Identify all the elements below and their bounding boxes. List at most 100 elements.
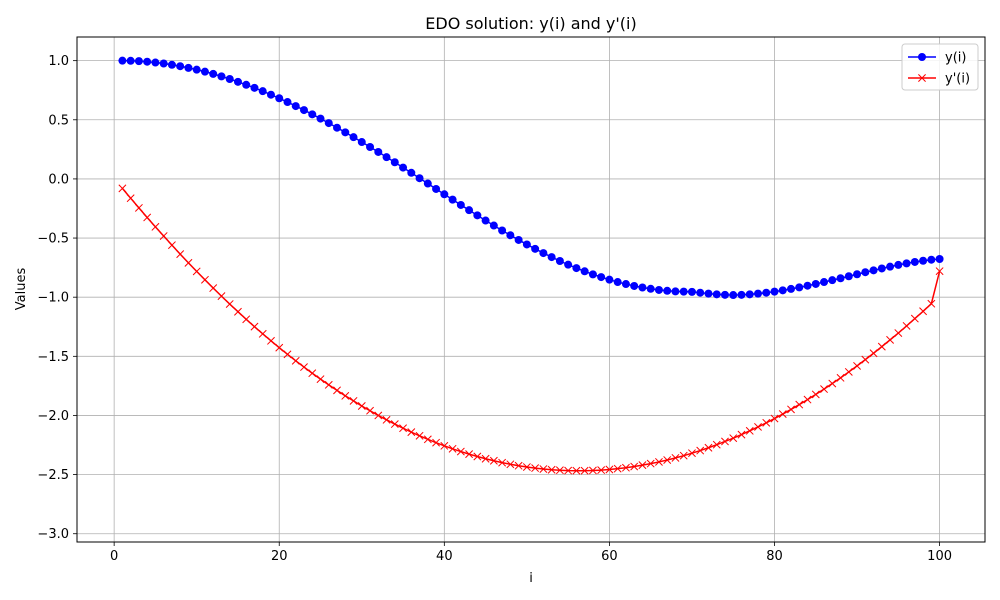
series-y-prime-point xyxy=(555,466,564,475)
series-y-point xyxy=(522,240,531,249)
series-y-prime-point xyxy=(250,322,259,331)
series-y-point xyxy=(390,158,399,167)
series-y-point xyxy=(176,62,185,71)
legend-item-y: y(i) xyxy=(908,51,966,66)
series-y-point xyxy=(580,267,589,276)
series-y-point xyxy=(333,123,342,132)
series-y-point xyxy=(514,235,523,244)
series-y-prime-point xyxy=(795,400,804,409)
series-y-point xyxy=(184,63,193,72)
series-y-point xyxy=(679,287,688,296)
series-y-point xyxy=(927,255,936,264)
chart-title: EDO solution: y(i) and y'(i) xyxy=(425,14,636,33)
y-tick-label: −1.0 xyxy=(37,291,69,306)
series-y-prime-point xyxy=(126,194,135,203)
series-y-point xyxy=(349,133,358,142)
series-y-point xyxy=(283,98,292,107)
series-y-prime-point xyxy=(184,258,193,267)
series-y-prime-point xyxy=(745,426,754,435)
series-y-point xyxy=(704,289,713,298)
legend-marker xyxy=(918,74,926,82)
y-tick-label: −3.0 xyxy=(37,527,69,542)
series-y-prime-point xyxy=(712,440,721,449)
series-y-point xyxy=(877,264,886,273)
series-y-point xyxy=(605,275,614,284)
series-y-point xyxy=(366,142,375,151)
series-y-prime-point xyxy=(836,373,845,382)
series-y-prime-point xyxy=(737,430,746,439)
series-y-point xyxy=(696,288,705,297)
series-y-point xyxy=(886,262,895,271)
series-y-prime-point xyxy=(217,292,226,301)
series-y-prime-point xyxy=(456,447,465,456)
series-y-prime-point xyxy=(820,385,828,394)
x-tick-label: 80 xyxy=(766,549,783,564)
series-y-prime-point xyxy=(291,356,300,365)
series-y-prime-point xyxy=(498,458,507,467)
series-y-prime-point xyxy=(522,463,531,471)
series-y-point xyxy=(539,249,548,258)
series-y-prime-point xyxy=(448,444,457,453)
series-y-point xyxy=(720,290,729,299)
series-y-prime-point xyxy=(159,232,168,240)
series-y-prime-point xyxy=(877,342,886,351)
series-y-prime-point xyxy=(919,307,928,316)
series-y-prime-point xyxy=(440,441,449,450)
series-y-prime-point xyxy=(176,250,185,259)
series-y-prime-point xyxy=(754,422,762,431)
y-axis-label: Values xyxy=(14,268,29,311)
series-y-point xyxy=(729,291,738,300)
series-y-point xyxy=(597,273,606,282)
series-y-prime-point xyxy=(646,459,655,468)
series-y-point xyxy=(118,56,127,65)
series-y-prime-point xyxy=(390,420,399,429)
series-y-point xyxy=(456,200,465,209)
series-y-prime-point xyxy=(927,299,936,308)
series-y-prime-point xyxy=(531,464,540,473)
series-y-prime-point xyxy=(481,454,490,463)
series-y-point xyxy=(407,168,416,177)
y-tick-label: 1.0 xyxy=(48,54,69,69)
series-y xyxy=(118,56,944,300)
series-y-point xyxy=(399,163,408,172)
series-y-prime-point xyxy=(341,391,350,400)
series-y-prime-point xyxy=(267,336,275,345)
series-y-point xyxy=(555,256,564,265)
series-y-point xyxy=(811,279,820,288)
series-y-prime-point xyxy=(151,222,160,231)
series-y-prime-point xyxy=(308,369,317,378)
series-y-point xyxy=(258,87,267,96)
series-y-point xyxy=(902,259,911,268)
series-y-point xyxy=(762,288,771,297)
series-y-prime-point xyxy=(778,410,787,418)
series-y-point xyxy=(209,69,218,78)
series-y-point xyxy=(233,77,242,86)
series-y-point xyxy=(745,290,754,299)
series-y-point xyxy=(465,206,474,215)
y-tick-label: −0.5 xyxy=(37,232,69,247)
series-y-prime-point xyxy=(638,461,647,470)
series-y-point xyxy=(828,276,837,285)
series-y-prime-point xyxy=(225,300,234,309)
x-tick-label: 40 xyxy=(436,549,453,564)
series-layer xyxy=(118,56,944,475)
series-y-prime-point xyxy=(762,418,771,427)
series-y-prime-point xyxy=(844,367,853,376)
series-y-prime-point xyxy=(300,363,308,372)
series-y-point xyxy=(448,195,457,204)
series-y-prime xyxy=(118,184,944,475)
series-y-point xyxy=(324,119,333,128)
legend: y(i) y'(i) xyxy=(901,43,979,91)
series-y-point xyxy=(291,102,300,111)
series-y-prime-point xyxy=(275,343,284,352)
series-y-prime-point xyxy=(473,452,482,461)
series-y-point xyxy=(671,287,680,296)
series-y-prime-point xyxy=(613,464,622,473)
series-y-prime-point xyxy=(621,463,630,472)
series-y-prime-point xyxy=(894,329,903,337)
series-y-point xyxy=(935,254,944,263)
series-y-point xyxy=(654,285,663,294)
plot-frame xyxy=(76,36,986,543)
y-tick-label: −2.5 xyxy=(37,468,69,483)
series-y-point xyxy=(300,106,308,115)
